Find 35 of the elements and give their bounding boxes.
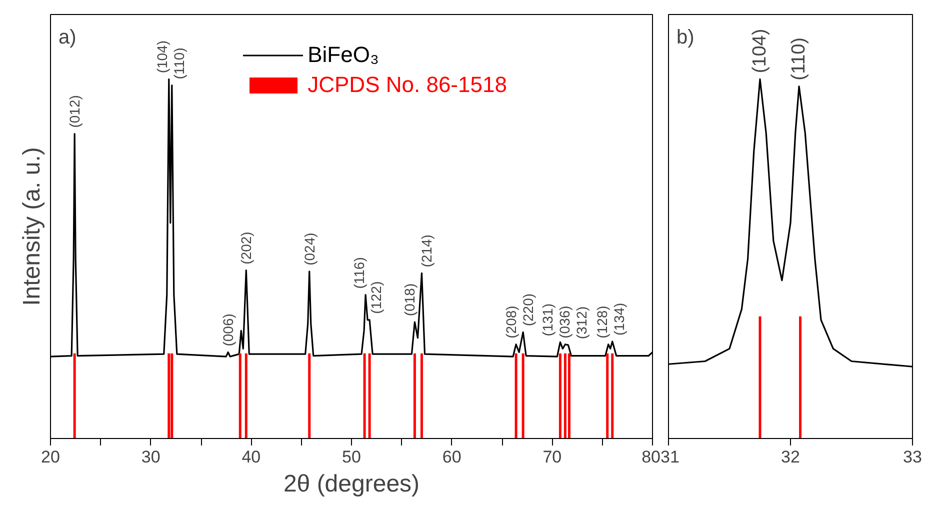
annotation: (024)	[301, 232, 318, 266]
annotation: (104)	[750, 28, 770, 74]
annotation: (116)	[351, 257, 368, 289]
x-axis-title: 2θ (degrees)	[283, 470, 420, 498]
x-tick-label: 40	[242, 448, 261, 466]
annotation: (128)	[594, 306, 610, 338]
annotation: (208)	[503, 306, 520, 338]
annotation: (006)	[220, 314, 236, 346]
x-tick-label: 33	[903, 448, 922, 466]
x-tick-label: 30	[141, 448, 160, 466]
legend-label: BiFeO₃	[308, 42, 379, 68]
y-axis-title: Intensity (a. u.)	[18, 147, 46, 306]
annotation: (012)	[66, 95, 83, 128]
annotation: (202)	[238, 232, 254, 264]
annotation: (110)	[788, 37, 810, 80]
annotation: (122)	[368, 281, 384, 314]
annotation: (214)	[418, 234, 435, 268]
annotation: (104)	[154, 40, 170, 74]
x-tick-label: 60	[442, 448, 462, 466]
text: a)	[58, 26, 76, 48]
x-tick-label: 70	[542, 448, 562, 466]
annotation: (220)	[520, 293, 536, 326]
x-tick-label: 20	[41, 448, 60, 466]
x-tick-label: 50	[342, 448, 361, 466]
legend-label: JCPDS No. 86-1518	[308, 72, 507, 98]
annotation: (312)	[574, 306, 590, 340]
annotation: (131)	[540, 304, 556, 336]
annotation: (110)	[170, 48, 187, 80]
text: b)	[676, 26, 694, 48]
x-tick-label: 31	[660, 448, 680, 466]
annotation: (018)	[402, 283, 418, 316]
x-tick-label: 80	[642, 448, 661, 466]
annotation: (134)	[610, 302, 627, 336]
x-tick-label: 32	[781, 448, 800, 466]
annotation: (036)	[556, 306, 573, 338]
